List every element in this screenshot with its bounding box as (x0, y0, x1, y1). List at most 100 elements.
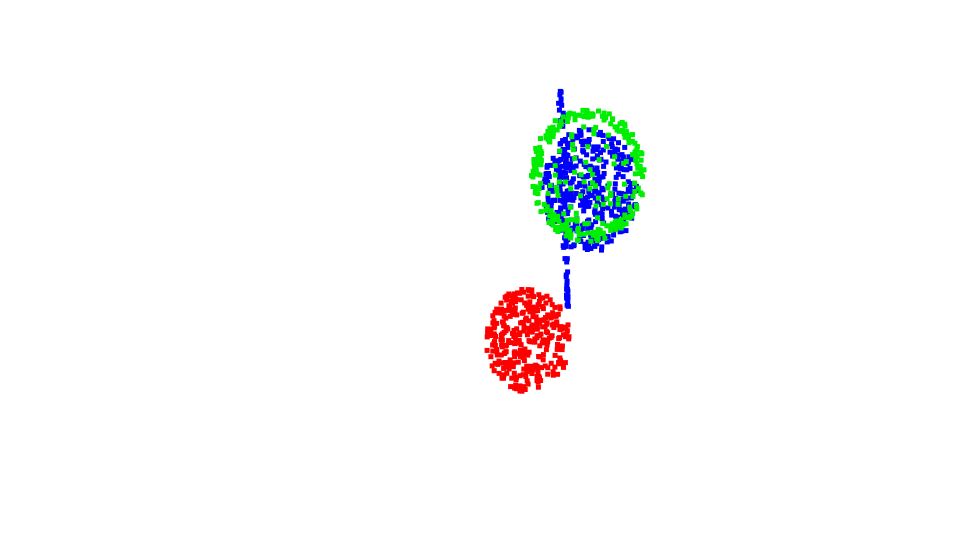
data-point (493, 334, 499, 339)
data-point (501, 323, 507, 329)
data-point (563, 165, 569, 171)
data-point (628, 207, 633, 213)
data-point (608, 201, 613, 207)
data-point (540, 295, 546, 301)
data-point (595, 235, 601, 241)
data-point (560, 110, 566, 116)
data-point (638, 170, 644, 176)
data-point (596, 157, 602, 163)
data-point (563, 243, 569, 249)
data-point (535, 302, 541, 308)
data-point (544, 177, 549, 182)
data-point (577, 158, 583, 164)
data-point (634, 203, 639, 208)
data-point (551, 212, 557, 218)
data-point (521, 384, 527, 390)
data-point (519, 319, 525, 325)
data-point (626, 140, 632, 146)
data-point (609, 144, 615, 150)
data-point (622, 123, 628, 129)
data-point (612, 148, 618, 154)
data-point (550, 218, 556, 224)
data-point (620, 222, 626, 228)
data-point (537, 375, 542, 381)
data-point (599, 244, 605, 250)
data-point (535, 384, 541, 390)
data-point (521, 347, 527, 353)
data-point (583, 159, 589, 165)
data-point (554, 127, 560, 133)
data-point (550, 369, 556, 375)
data-point (620, 174, 626, 180)
data-point (613, 174, 619, 180)
data-point (564, 119, 570, 124)
data-point (527, 339, 533, 345)
data-point (490, 320, 496, 326)
data-point (563, 170, 568, 176)
data-point (492, 309, 498, 315)
data-point (557, 92, 563, 98)
data-point (564, 140, 570, 146)
data-point (592, 188, 598, 194)
data-point (531, 326, 537, 332)
data-point (622, 206, 628, 212)
data-point (612, 198, 618, 204)
data-point (533, 362, 539, 368)
data-point (619, 152, 625, 158)
data-point (582, 241, 588, 247)
data-point (545, 190, 551, 196)
data-point (545, 339, 551, 345)
data-point (588, 246, 594, 251)
data-point (585, 144, 591, 150)
data-point (514, 374, 519, 380)
data-point (564, 259, 570, 265)
data-point (586, 203, 592, 209)
data-point (585, 200, 591, 206)
data-point (575, 237, 581, 243)
data-point (596, 181, 602, 187)
data-point (559, 347, 565, 353)
data-point (567, 204, 573, 210)
data-point (593, 219, 599, 225)
data-point (572, 112, 578, 118)
data-point (623, 193, 629, 199)
data-point (595, 144, 601, 150)
data-point (547, 138, 552, 144)
data-point (490, 342, 496, 348)
data-point (608, 227, 614, 233)
data-point (530, 304, 536, 310)
data-point (606, 136, 612, 142)
data-point (626, 188, 632, 194)
data-point (612, 181, 618, 187)
data-point (488, 328, 494, 334)
data-point (554, 216, 560, 222)
data-point (556, 179, 562, 185)
data-point (609, 141, 615, 147)
data-point (539, 365, 544, 371)
data-point (608, 121, 614, 127)
data-point (584, 174, 590, 180)
data-point (565, 207, 571, 213)
data-point (555, 210, 560, 216)
data-point (632, 150, 638, 155)
data-point (575, 135, 581, 141)
data-point (555, 371, 561, 377)
data-point (592, 243, 598, 249)
data-point (568, 232, 574, 238)
data-point (574, 218, 580, 224)
data-point (585, 220, 591, 226)
data-point (545, 371, 551, 377)
data-point (525, 367, 531, 372)
data-point (586, 242, 592, 248)
data-point (558, 121, 564, 127)
data-point (601, 196, 607, 202)
data-point (538, 209, 544, 215)
data-point (558, 205, 564, 211)
data-point (566, 132, 572, 138)
data-point (536, 292, 542, 298)
data-point (550, 124, 556, 130)
data-point (562, 138, 568, 144)
data-point (628, 156, 634, 162)
data-point (606, 132, 612, 138)
